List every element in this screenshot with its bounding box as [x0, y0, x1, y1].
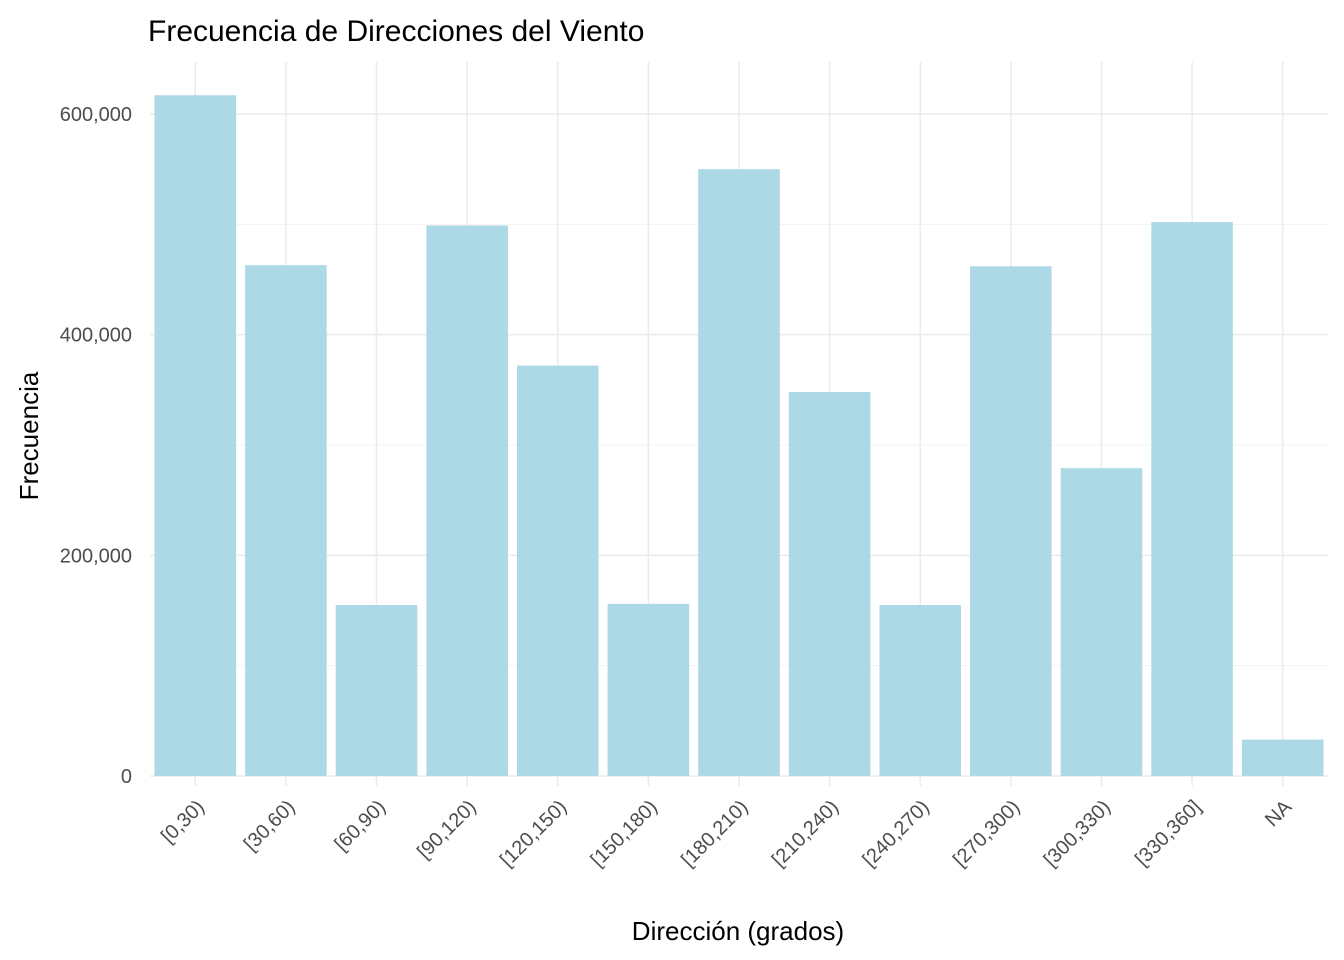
- x-tick-label: [120,150): [496, 796, 571, 871]
- x-tick-label: [150,180): [587, 796, 662, 871]
- bar-10: [970, 266, 1052, 776]
- bar-4: [426, 225, 508, 777]
- bars: [154, 95, 1324, 777]
- x-axis-ticks: [0,30) [30,60) [60,90) [90,120) [120,150) [15…: [157, 796, 1297, 872]
- x-tick-label: [270,300): [949, 796, 1024, 871]
- y-tick-label: 400,000: [60, 325, 132, 347]
- bar-8: [788, 392, 871, 776]
- x-tick-label: NA: [1261, 796, 1297, 832]
- y-tick-label: 600,000: [60, 104, 132, 126]
- x-tick-label: [210,240): [768, 796, 843, 871]
- y-axis-ticks: 0 200,000 400,000 600,000: [60, 104, 132, 788]
- x-tick-label: [330,360]: [1131, 796, 1206, 871]
- x-tick-label: [300,330): [1040, 796, 1115, 871]
- chart-title: Frecuencia de Direcciones del Viento: [148, 15, 644, 48]
- bar-13: [1241, 739, 1324, 776]
- bar-6: [607, 603, 690, 776]
- bar-3: [335, 604, 418, 776]
- y-tick-label: 0: [121, 766, 132, 788]
- x-tick-label: [0,30): [157, 796, 209, 848]
- x-tick-label: [30,60): [240, 796, 300, 856]
- y-tick-label: 200,000: [60, 545, 132, 567]
- bar-11: [1060, 468, 1143, 776]
- x-tick-label: [90,120): [413, 796, 480, 863]
- x-tick-label: [60,90): [330, 796, 390, 856]
- bar-5: [516, 365, 599, 776]
- x-tick-label: [240,270): [858, 796, 933, 871]
- bar-7: [698, 169, 780, 776]
- bar-12: [1151, 222, 1233, 777]
- y-axis-title: Frecuencia: [14, 371, 44, 500]
- x-axis-title: Dirección (grados): [632, 916, 844, 946]
- bar-1: [154, 95, 237, 776]
- x-tick-label: [180,210): [677, 796, 752, 871]
- bar-2: [245, 265, 327, 776]
- bar-9: [879, 604, 962, 776]
